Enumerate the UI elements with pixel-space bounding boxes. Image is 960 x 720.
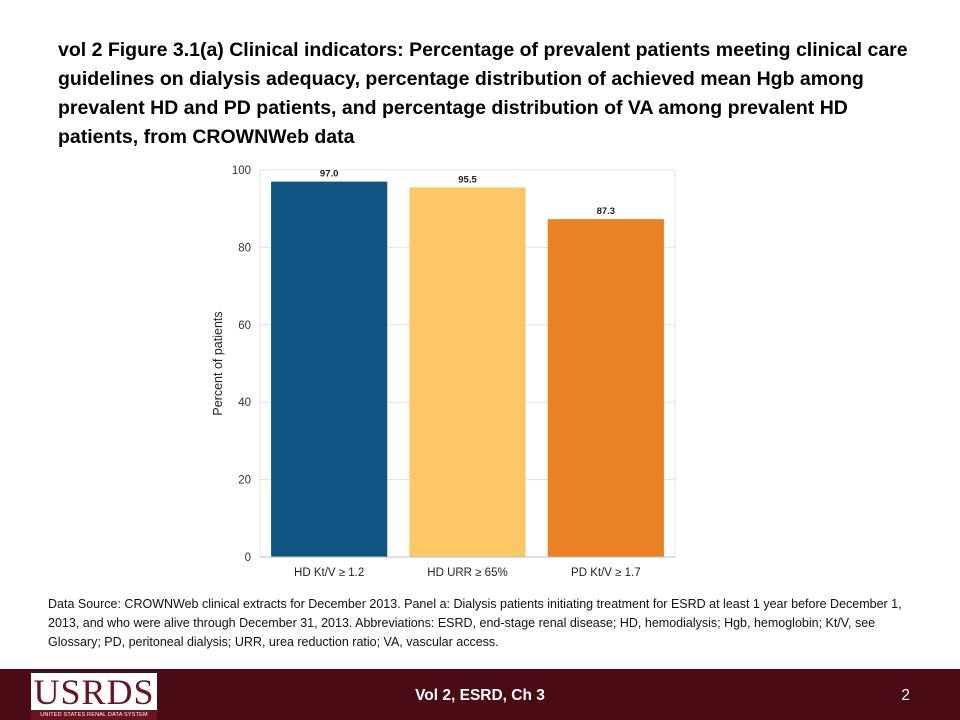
bar-data-label: 95.5: [458, 174, 477, 185]
bar-chart-svg: 0 20 40 60 80 100 Percent of patients 97.0 HD Kt…: [211, 165, 676, 579]
bar: [409, 187, 526, 557]
logo-wordmark: USRDS: [33, 672, 155, 712]
y-tick-label: 60: [238, 320, 251, 332]
y-tick-label: 80: [238, 242, 251, 254]
usrds-logo: USRDS UNITED STATES RENAL DATA SYSTEM: [31, 673, 157, 720]
bar-chart: 0 20 40 60 80 100 Percent of patients 97.0 HD Kt…: [200, 155, 690, 585]
slide-title: vol 2 Figure 3.1(a) Clinical indicators:…: [58, 39, 908, 148]
y-tick-label: 40: [238, 397, 251, 409]
x-tick-label: PD Kt/V ≥ 1.7: [571, 567, 641, 579]
x-tick-label: HD Kt/V ≥ 1.2: [294, 567, 364, 579]
y-tick-label: 0: [245, 552, 251, 564]
footer-label: Vol 2, ESRD, Ch 3: [415, 687, 545, 704]
data-source-note: Data Source: CROWNWeb clinical extracts …: [48, 597, 902, 649]
y-axis-label: Percent of patients: [211, 311, 225, 415]
y-tick-label: 20: [238, 475, 251, 487]
footer-bar: [0, 669, 960, 720]
bar-data-label: 97.0: [320, 169, 339, 180]
bar-data-label: 87.3: [597, 206, 616, 217]
bar: [271, 181, 388, 558]
bar: [547, 219, 664, 558]
x-tick-label: HD URR ≥ 65%: [427, 567, 507, 579]
logo-subtitle: UNITED STATES RENAL DATA SYSTEM: [31, 710, 157, 720]
page-number: 2: [901, 687, 910, 704]
y-tick-label: 100: [232, 165, 251, 177]
